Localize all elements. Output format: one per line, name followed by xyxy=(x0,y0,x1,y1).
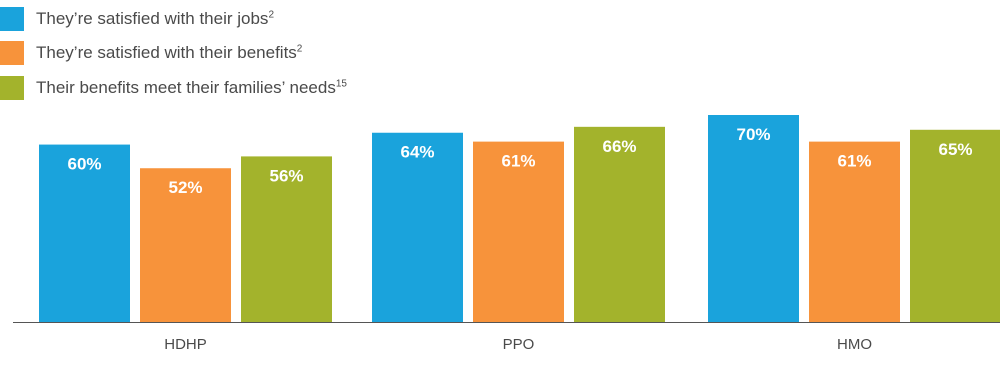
legend-footnote-family-needs: 15 xyxy=(335,78,347,90)
legend-label-jobs: They’re satisfied with their jobs xyxy=(36,9,269,28)
bar-ppo-family-needs xyxy=(574,126,665,322)
bar-hdhp-jobs xyxy=(39,144,130,322)
data-label-hdhp-family-needs: 56% xyxy=(269,166,303,185)
data-label-ppo-benefits: 61% xyxy=(501,152,535,171)
legend-label-family-needs: Their benefits meet their families’ need… xyxy=(36,78,336,97)
legend-label-benefits: They’re satisfied with their benefits xyxy=(36,43,297,62)
bar-ppo-benefits xyxy=(473,141,564,322)
legend-swatch-family-needs xyxy=(0,76,24,100)
legend-footnote-jobs: 2 xyxy=(268,9,274,21)
legend-swatch-benefits xyxy=(0,41,24,65)
x-tick-label-ppo: PPO xyxy=(503,336,535,353)
bar-hdhp-family-needs xyxy=(241,156,332,322)
legend-footnote-benefits: 2 xyxy=(296,43,303,55)
data-label-hdhp-benefits: 52% xyxy=(168,178,202,197)
data-label-hmo-family-needs: 65% xyxy=(938,140,972,159)
bar-hmo-family-needs xyxy=(910,129,1000,322)
data-label-ppo-jobs: 64% xyxy=(400,143,434,162)
data-label-hmo-jobs: 70% xyxy=(736,125,770,144)
bar-ppo-jobs xyxy=(372,132,463,322)
data-label-ppo-family-needs: 66% xyxy=(602,137,636,156)
data-label-hdhp-jobs: 60% xyxy=(67,155,101,174)
bar-hmo-benefits xyxy=(809,141,900,322)
bar-hmo-jobs xyxy=(708,115,799,322)
x-tick-label-hmo: HMO xyxy=(837,336,872,353)
x-tick-label-hdhp: HDHP xyxy=(164,336,207,353)
data-label-hmo-benefits: 61% xyxy=(837,152,871,171)
legend-swatch-jobs xyxy=(0,7,24,31)
bar-hdhp-benefits xyxy=(140,168,231,322)
